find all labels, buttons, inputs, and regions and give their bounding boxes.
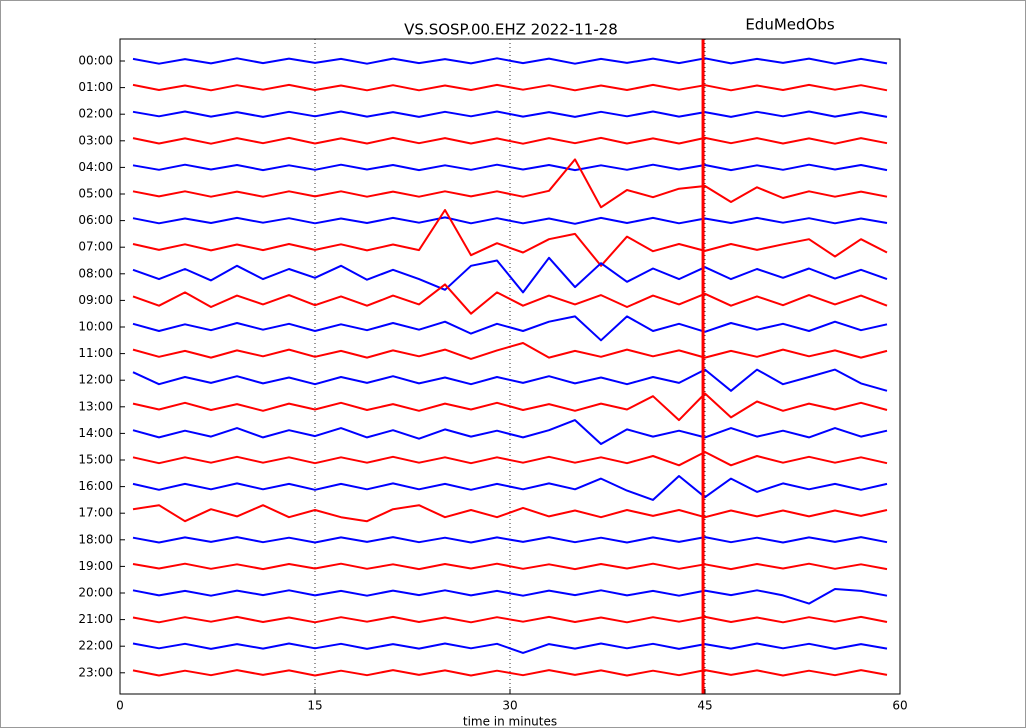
y-tick-label: 20:00 (78, 586, 113, 600)
y-tick-label: 09:00 (78, 293, 113, 307)
y-tick-label: 04:00 (78, 160, 113, 174)
seismic-trace (132, 315, 888, 342)
y-tick-label: 18:00 (78, 532, 113, 546)
y-tick-label: 17:00 (78, 506, 113, 520)
y-tick-label: 13:00 (78, 399, 113, 413)
seismic-trace (132, 562, 888, 571)
y-tick-label: 10:00 (78, 320, 113, 334)
seismic-trace (132, 136, 888, 145)
seismic-trace (132, 642, 888, 654)
seismic-trace (132, 283, 888, 315)
y-tick-label: 12:00 (78, 373, 113, 387)
x-axis-label: time in minutes (463, 715, 557, 728)
y-tick-label: 16:00 (78, 479, 113, 493)
seismic-trace (132, 209, 888, 267)
y-tick-label: 02:00 (78, 107, 113, 121)
x-tick-label: 60 (892, 699, 907, 713)
x-tick-label: 15 (307, 699, 322, 713)
y-tick-label: 19:00 (78, 559, 113, 573)
y-tick-label: 06:00 (78, 213, 113, 227)
chart-subtitle: EduMedObs (745, 16, 835, 34)
seismic-trace (132, 475, 888, 501)
seismic-trace (132, 615, 888, 624)
y-tick-label: 11:00 (78, 346, 113, 360)
seismic-trace (132, 368, 888, 392)
seismic-trace (132, 588, 888, 605)
x-tick-label: 30 (502, 699, 517, 713)
y-tick-label: 07:00 (78, 240, 113, 254)
y-tick-label: 03:00 (78, 133, 113, 147)
y-tick-label: 14:00 (78, 426, 113, 440)
seismic-trace (132, 451, 888, 467)
seismic-trace (132, 83, 888, 92)
seismic-trace (132, 536, 888, 544)
seismic-trace (132, 504, 888, 523)
seismic-trace (132, 163, 888, 172)
seismic-trace (132, 342, 888, 360)
chart-title: VS.SOSP.00.EHZ 2022-11-28 (404, 21, 618, 39)
seismic-trace (132, 256, 888, 294)
seismic-trace (132, 158, 888, 209)
y-tick-label: 22:00 (78, 639, 113, 653)
seismic-trace (132, 57, 888, 65)
x-tick-label: 0 (116, 699, 124, 713)
seismic-trace (132, 392, 888, 422)
y-tick-label: 00:00 (78, 54, 113, 68)
y-tick-label: 01:00 (78, 80, 113, 94)
seismic-trace (132, 216, 888, 225)
y-tick-label: 05:00 (78, 187, 113, 201)
y-tick-label: 15:00 (78, 453, 113, 467)
seismic-trace (132, 419, 888, 445)
x-tick-label: 45 (697, 699, 712, 713)
seismic-trace (132, 669, 888, 677)
y-tick-label: 21:00 (78, 612, 113, 626)
y-tick-label: 23:00 (78, 665, 113, 679)
y-tick-label: 08:00 (78, 266, 113, 280)
plot-frame (119, 38, 901, 695)
seismic-trace (132, 110, 888, 118)
